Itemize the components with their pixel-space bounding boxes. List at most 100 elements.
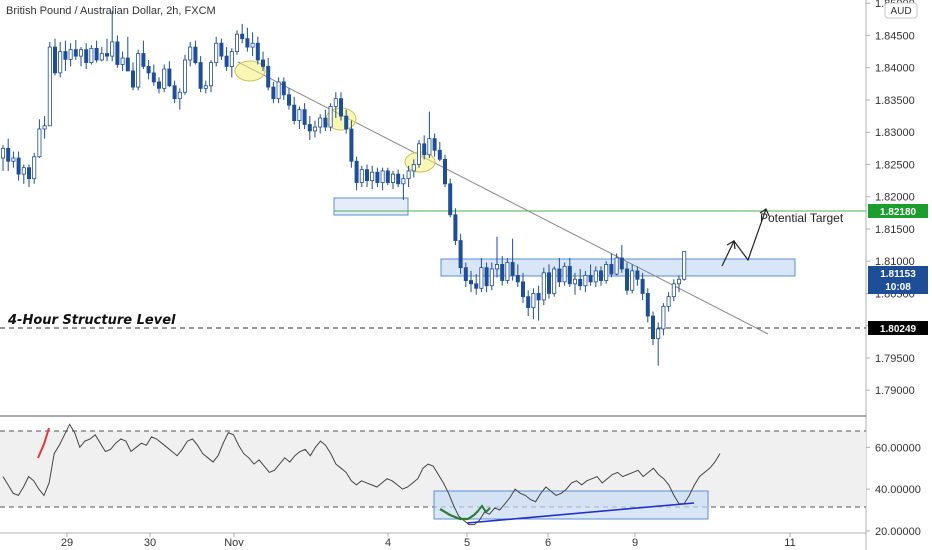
candle-body xyxy=(224,55,229,67)
candle-body xyxy=(567,265,572,285)
rsi-tick-label: 60.00000 xyxy=(875,442,921,454)
candle-body xyxy=(120,57,125,65)
price-pane[interactable]: Potential Target 4-Hour Structure Level xyxy=(0,10,866,366)
candle-body xyxy=(609,264,614,275)
candle-body xyxy=(677,278,682,285)
candle-body xyxy=(302,109,307,125)
candle-body xyxy=(625,268,630,291)
candle-body xyxy=(573,278,578,285)
candle-body xyxy=(203,85,208,89)
candle-body xyxy=(68,49,73,60)
candle-body xyxy=(494,264,499,270)
rsi-overbought-highlight xyxy=(37,427,50,459)
candle-body xyxy=(73,49,78,57)
rsi-pane[interactable] xyxy=(0,423,866,526)
price-tick-label: 1.84000 xyxy=(875,63,915,75)
candle-body xyxy=(458,240,463,269)
price-tick-label: 1.81000 xyxy=(875,256,915,268)
candle-body xyxy=(401,178,406,185)
candle-body xyxy=(141,53,146,67)
time-tick-label: 11 xyxy=(784,537,795,549)
time-tick-label: 5 xyxy=(464,537,470,549)
candle-body xyxy=(468,280,473,285)
candle-body xyxy=(94,47,99,61)
candle-body xyxy=(307,124,312,132)
candle-body xyxy=(541,272,546,301)
candle-body xyxy=(177,91,182,100)
rsi-line xyxy=(2,423,721,526)
price-tag-target-label: 1.82180 xyxy=(880,207,917,218)
candle-body xyxy=(406,170,411,180)
candle-body xyxy=(578,278,583,287)
rsi-divergence-trendline xyxy=(466,502,695,524)
candle-body xyxy=(188,46,193,61)
candle-body xyxy=(489,268,494,287)
candle-body xyxy=(531,293,536,309)
candle-body xyxy=(505,262,510,281)
candle-body xyxy=(671,283,676,298)
time-tick-label: 29 xyxy=(61,537,73,549)
candle-body xyxy=(240,33,245,40)
time-axis[interactable]: 29 30 Nov 4 5 6 9 11 xyxy=(61,533,796,549)
candle-body xyxy=(619,257,624,270)
candle-body xyxy=(26,167,31,180)
candle-body xyxy=(151,72,156,83)
time-tick-label: 9 xyxy=(632,537,638,549)
descending-trendline xyxy=(237,61,769,335)
candle-body xyxy=(182,59,187,93)
trendline-touch-1 xyxy=(234,60,266,82)
candle-body xyxy=(266,66,271,88)
candle-body xyxy=(47,46,52,127)
candle-body xyxy=(552,268,557,294)
candle-body xyxy=(536,293,541,301)
candle-body xyxy=(229,51,234,67)
candle-body xyxy=(260,59,265,67)
candle-body xyxy=(281,81,286,96)
price-tick-label: 1.81500 xyxy=(875,224,915,236)
candle-body xyxy=(427,138,432,156)
candle-body xyxy=(422,143,427,156)
candle-body xyxy=(125,57,130,72)
time-tick-label: 6 xyxy=(545,537,551,549)
candle-body xyxy=(375,171,380,183)
candle-body xyxy=(432,138,437,151)
candle-body xyxy=(437,149,442,160)
candle-body xyxy=(162,68,167,89)
candle-body xyxy=(333,98,338,107)
price-tag-countdown: 10:08 xyxy=(885,282,911,293)
candle-body xyxy=(411,164,416,172)
candle-body xyxy=(562,265,567,283)
candle-body xyxy=(651,315,656,340)
price-tick-label: 1.84500 xyxy=(875,30,915,42)
candle-body xyxy=(214,42,219,63)
time-tick-label: Nov xyxy=(224,537,244,549)
candle-body xyxy=(42,125,47,130)
candle-body xyxy=(463,267,468,281)
price-tick-label: 1.79500 xyxy=(875,353,915,365)
candle-body xyxy=(11,157,16,162)
candle-body xyxy=(286,94,291,106)
candle-body xyxy=(37,128,42,158)
candle-body xyxy=(172,85,177,100)
candle-body xyxy=(521,281,526,298)
consolidation-zone xyxy=(333,197,409,216)
candle-body xyxy=(661,305,666,330)
price-tick-label: 1.82500 xyxy=(875,159,915,171)
time-tick-label: 4 xyxy=(385,537,391,549)
candle-body xyxy=(271,86,276,100)
candle-body xyxy=(53,46,58,74)
rsi-low-highlight xyxy=(439,508,479,521)
price-tag-structure-label: 1.80249 xyxy=(880,324,917,335)
candle-body xyxy=(630,270,635,291)
candle-body xyxy=(115,41,120,65)
candle-body xyxy=(364,169,369,181)
chart-title: British Pound / Australian Dollar, 2h, F… xyxy=(6,5,216,17)
currency-button[interactable]: AUD xyxy=(884,2,918,19)
price-tag-current: 1.81153 10:08 xyxy=(868,266,928,294)
candle-body xyxy=(89,47,94,63)
candle-body xyxy=(63,51,68,60)
candle-body xyxy=(614,257,619,275)
projection-path xyxy=(721,208,767,267)
candle-body xyxy=(359,169,364,183)
